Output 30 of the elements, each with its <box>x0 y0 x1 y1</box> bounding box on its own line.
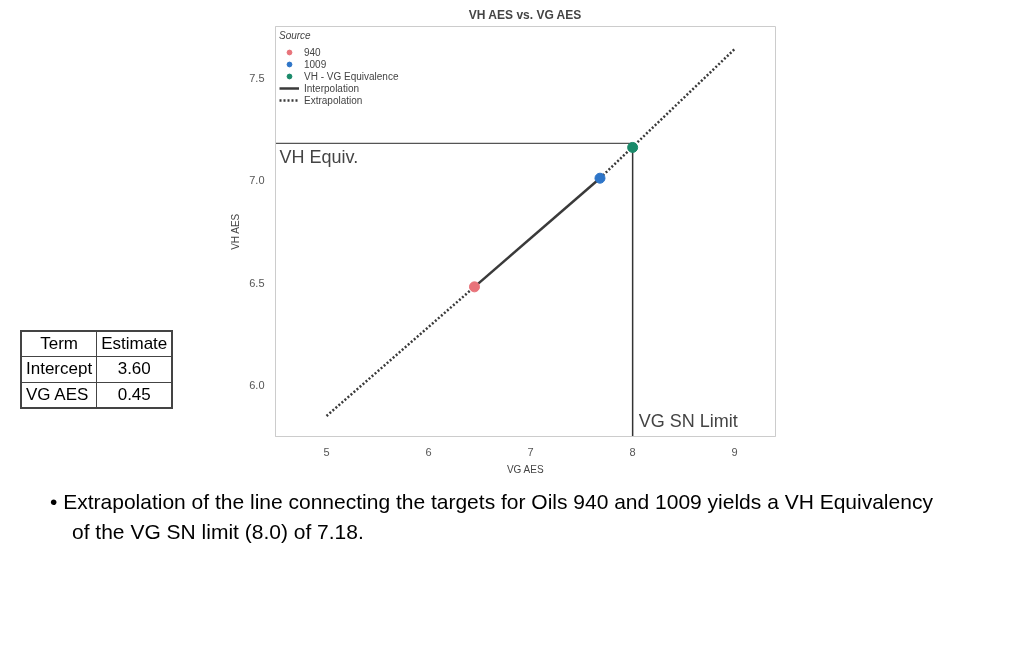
y-tick-label: 6.0 <box>249 379 265 392</box>
legend-label: Extrapolation <box>304 94 363 106</box>
text: • Extrapolation of the line connecting the targets for Oils 940 and 1009 yields a VH Equivalency of the VG SN limit (8.0) of 7.18. <box>50 489 934 545</box>
legend-label: 940 <box>304 46 322 58</box>
y-axis-title: VH AES <box>230 213 242 250</box>
legend-title: Source <box>279 30 312 41</box>
text: 3.60 <box>96 356 173 383</box>
legend-label: Interpolation <box>304 82 360 94</box>
legend-label: VH - VG Equivalence <box>304 70 399 82</box>
ref-line-label: VG SN Limit <box>638 410 738 431</box>
text: 0.45 <box>96 382 173 408</box>
text: Intercept <box>21 356 97 383</box>
x-tick-label: 6 <box>425 445 432 458</box>
point <box>468 281 480 293</box>
x-tick-label: 5 <box>323 445 330 458</box>
chart-title: VH AES vs. VG AES <box>468 7 582 22</box>
y-tick-label: 7.0 <box>249 174 265 187</box>
ref-line-label: VH Equiv. <box>279 147 359 168</box>
y-tick-label: 6.5 <box>249 276 265 289</box>
x-tick-label: 8 <box>629 445 636 458</box>
text: Term <box>21 331 97 357</box>
x-tick-label: 9 <box>731 445 738 458</box>
x-axis-title: VG AES <box>506 463 544 475</box>
text: VG AES <box>21 382 97 408</box>
point <box>594 172 606 184</box>
legend-label: 1009 <box>304 58 327 70</box>
point <box>627 141 639 153</box>
x-tick-label: 7 <box>527 445 534 458</box>
y-tick-label: 7.5 <box>249 71 265 84</box>
text: Estimate <box>96 331 173 357</box>
